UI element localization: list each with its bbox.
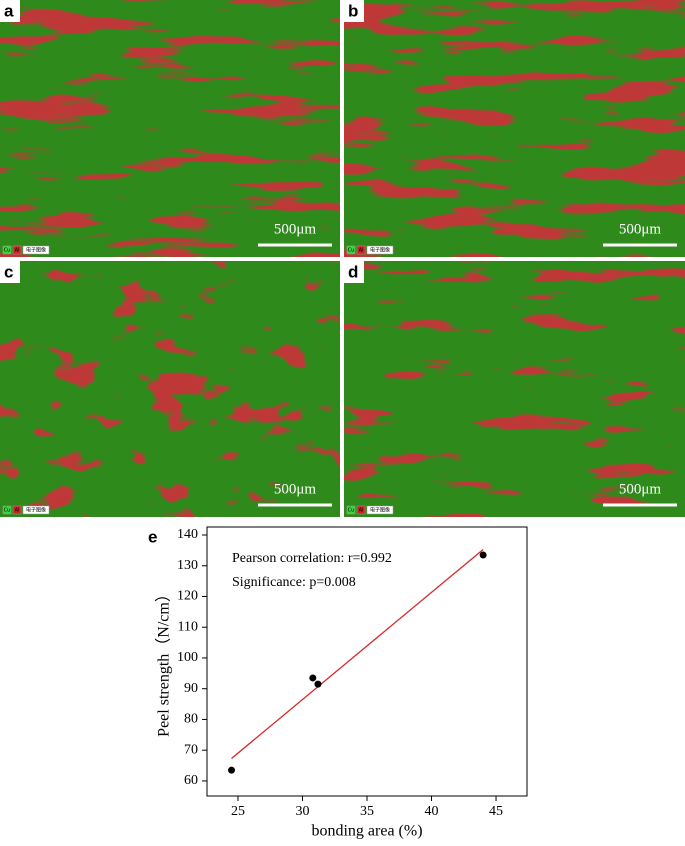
image	[344, 0, 685, 257]
legend-label: Cu	[348, 508, 355, 514]
x-tick-label: 35	[360, 804, 374, 819]
label-bg	[344, 0, 364, 22]
label-bg	[0, 261, 20, 283]
al-phase	[0, 261, 340, 517]
legend-label: Cu	[348, 248, 355, 254]
label-bg	[344, 261, 364, 283]
legend-box	[366, 245, 394, 255]
legend-label: Cu	[4, 508, 11, 514]
x-tick-label: 25	[231, 804, 245, 819]
y-tick-label: 120	[177, 589, 198, 604]
y-tick-label: 90	[184, 681, 198, 696]
micrograph: a 500μm Cu Al 电子图像	[0, 0, 340, 257]
x-tick-label: 40	[425, 804, 439, 819]
y-tick-label: 130	[177, 558, 198, 573]
data-point	[479, 551, 487, 559]
panel-label: e	[148, 527, 157, 546]
y-axis-label: Peel strength（N/cm）	[155, 586, 173, 737]
legend-box	[2, 505, 12, 515]
x-axis-label: bonding area (%)	[311, 823, 422, 840]
legend-box	[356, 245, 366, 255]
panel-label: d	[348, 262, 358, 281]
scale-label: 500μm	[274, 221, 317, 237]
y-tick-label: 60	[184, 773, 198, 788]
scale-label: 500μm	[619, 221, 662, 237]
al-phase	[344, 261, 685, 517]
al-phase	[344, 0, 685, 257]
micrograph: d 500μm Cu Al 电子图像	[344, 261, 685, 517]
legend-box	[12, 245, 22, 255]
image	[0, 261, 340, 517]
image	[0, 0, 340, 257]
image	[344, 261, 685, 517]
legend-label: Cu	[4, 248, 11, 254]
y-tick-label: 140	[177, 527, 198, 542]
panel-label: b	[348, 1, 358, 20]
legend-box	[12, 505, 22, 515]
plot-frame	[206, 526, 528, 797]
y-tick-label: 110	[178, 619, 198, 634]
legend-box	[346, 505, 356, 515]
legend-box	[346, 245, 356, 255]
annotation: Significance: p=0.008	[232, 575, 356, 590]
data-point	[309, 674, 317, 682]
micrographs: a 500μm Cu Al 电子图像 b 500μm Cu Al 电子图像 c 500μm Cu Al 电子…	[0, 0, 685, 517]
scale-label: 500μm	[619, 481, 662, 497]
data-point	[228, 766, 236, 774]
legend-label: 电子图像	[26, 247, 46, 254]
micrograph: b 500μm Cu Al 电子图像	[344, 0, 685, 257]
legend-box	[22, 505, 50, 515]
legend-box	[356, 505, 366, 515]
legend-label: 电子图像	[26, 507, 46, 514]
micrograph: c 500μm Cu Al 电子图像	[0, 261, 340, 517]
y-tick-label: 100	[177, 650, 198, 665]
legend-label: Al	[359, 508, 364, 514]
y-tick-label: 80	[184, 712, 198, 727]
legend-label: Al	[359, 248, 364, 254]
legend-box	[2, 245, 12, 255]
x-tick-label: 30	[295, 804, 309, 819]
scale-label: 500μm	[274, 481, 317, 497]
legend-label: 电子图像	[370, 247, 390, 254]
panel-label: a	[4, 1, 14, 20]
legend-box	[22, 245, 50, 255]
y-tick-label: 70	[184, 742, 198, 757]
panel-label: c	[4, 262, 13, 281]
scatter-chart: e 25 30 35 40 45 60 70 80 90 100 110 120 130 140 bondin…	[148, 526, 528, 840]
legend-label: 电子图像	[370, 507, 390, 514]
fit-line	[231, 548, 484, 759]
legend-label: Al	[15, 508, 20, 514]
label-bg	[0, 0, 20, 22]
legend-box	[366, 505, 394, 515]
data-point	[314, 680, 322, 688]
al-phase	[0, 0, 340, 257]
annotation: Pearson correlation: r=0.992	[232, 551, 392, 566]
legend-label: Al	[15, 248, 20, 254]
x-tick-label: 45	[489, 804, 503, 819]
